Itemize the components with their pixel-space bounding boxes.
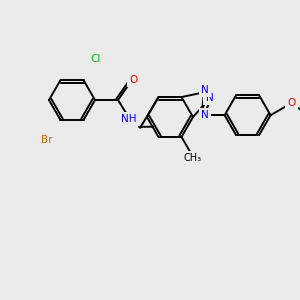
Text: Cl: Cl bbox=[91, 54, 101, 64]
Text: NH: NH bbox=[122, 114, 137, 124]
Text: N: N bbox=[201, 85, 209, 95]
Text: Br: Br bbox=[41, 135, 53, 145]
Text: N: N bbox=[206, 93, 213, 103]
Text: N: N bbox=[201, 110, 208, 120]
Text: CH₃: CH₃ bbox=[184, 153, 202, 163]
Text: O: O bbox=[129, 75, 137, 85]
Text: O: O bbox=[287, 98, 296, 108]
